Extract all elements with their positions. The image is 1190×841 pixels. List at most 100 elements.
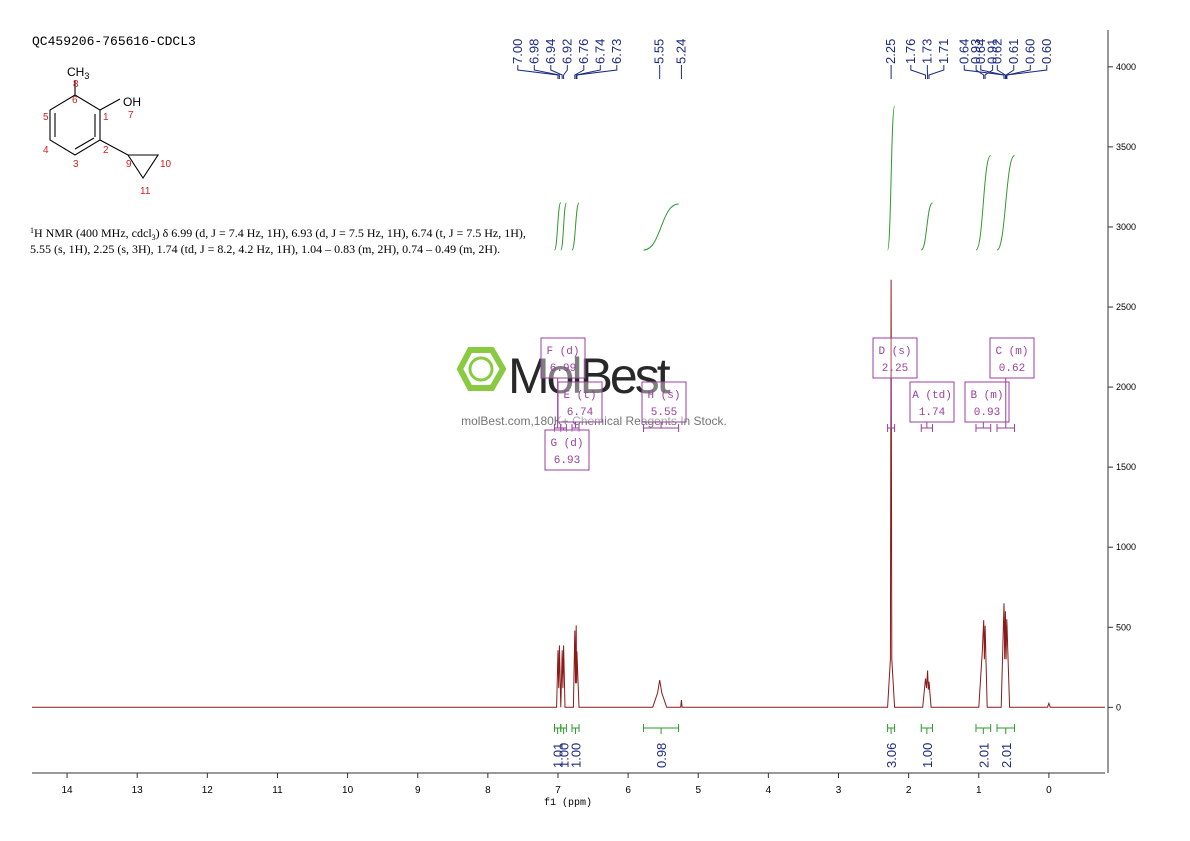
peak-leader [575,65,601,79]
integral-curve [920,202,933,251]
multiplet-shift: 6.99 [550,363,576,375]
peak-label: 6.98 [526,39,541,64]
peak-label: 5.24 [673,39,688,64]
integral-bracket [643,724,680,734]
peak-label: 1.76 [903,39,918,64]
description: 1H NMR (400 MHz, cdcl3) δ 6.99 (d, J = 7… [30,226,526,242]
multiplet-box [989,337,1035,379]
x-tick-label: 0 [1046,785,1052,796]
peak-label: 0.91 [985,39,1000,64]
multiplet-bracket [643,422,680,432]
multiplet-bracket [887,378,896,432]
peak-label: 1.71 [936,39,951,64]
multiplet-bracket [560,424,567,432]
integral-label: 1.00 [557,743,572,768]
x-tick-label: 3 [836,785,842,796]
y-tick-label: 500 [1116,622,1131,632]
spectrum [32,279,1105,708]
brand: MolBest [508,348,671,404]
peak-label: 0.93 [968,39,983,64]
peak-label: 0.64 [956,39,971,64]
multiplet-label: E (t) [563,390,596,402]
peak-label: 5.55 [652,39,667,64]
peak-label: 0.60 [1039,39,1054,64]
x-tick-label: 10 [342,785,354,796]
atom-number: 1 [103,112,109,123]
y-tick-label: 3500 [1116,142,1136,152]
peak-label: 2.25 [883,39,898,64]
peak-leader [563,65,568,79]
multiplet-box [964,381,1010,423]
multiplet-shift: 6.74 [567,407,594,419]
integral-bracket [920,724,933,734]
multiplet-box [641,381,687,423]
peak-leader [533,65,560,79]
y-tick-label: 1500 [1116,462,1136,472]
peak-label: 1.73 [919,39,934,64]
multiplet-bracket [571,422,580,432]
peak-leader [1006,65,1048,79]
integral-curve [996,155,1016,251]
y-tick-label: 3000 [1116,222,1136,232]
peak-leader [975,65,985,79]
integral-label: 1.01 [551,743,566,768]
peak-leader [984,65,994,79]
integral-bracket [996,724,1016,734]
integral-curve [560,202,567,251]
x-axis-label: f1 (ppm) [544,797,592,809]
atom-number: 10 [160,159,172,170]
integral-label: 2.01 [999,743,1014,768]
hydroxyl-label: OH [123,95,141,109]
peak-label: 0.62 [989,39,1004,64]
x-tick-label: 4 [766,785,772,796]
multiplet-bracket [975,422,992,432]
peak-leader [576,65,618,79]
integral-bracket [560,724,567,734]
integral-curve [887,105,896,251]
peak-leader [550,65,563,79]
x-tick-label: 2 [906,785,912,796]
x-tick-label: 5 [695,785,701,796]
multiplet-label: F (d) [546,346,579,358]
peak-leader [928,65,945,79]
multiplet-shift: 5.55 [651,407,677,419]
atom-number: 11 [140,186,151,197]
bonds [49,80,160,180]
x-tick-label: 1 [976,785,982,796]
peak-label: 6.92 [559,39,574,64]
atom-number: 4 [43,145,49,156]
peak-label: 6.73 [609,39,624,64]
y-tick-label: 1000 [1116,542,1136,552]
atom-number: 6 [72,95,78,106]
integral-label: 1.00 [569,743,584,768]
integral-label: 0.98 [654,743,669,768]
multiplet-label: A (td) [912,390,952,402]
atom-number: 8 [73,79,79,90]
peak-leader [910,65,926,79]
x-tick-label: 7 [555,785,561,796]
integral-bracket [887,724,896,734]
molecule: CH3 OH 1 2 3 4 5 6 7 8 9 10 11 [43,65,172,197]
y-tick-label: 2000 [1116,382,1136,392]
multiplet-box [872,337,918,379]
multiplet-box [557,381,603,423]
x-tick-label: 11 [272,785,283,796]
watermark: MolBest molBest.com,180K+ Chemical Reage… [456,347,727,428]
atom-number: 7 [128,110,134,121]
multiplet-box [540,337,586,379]
x-tick-label: 13 [132,785,144,796]
atom-number: 5 [43,112,49,123]
integral-label: 1.00 [920,743,935,768]
multiplet-label: H (s) [647,390,680,402]
multiplet-bracket [920,422,933,432]
integral-label: 2.01 [976,743,991,768]
atom-number: 9 [126,159,132,170]
multiplet-shift: 0.62 [999,363,1025,375]
integral-bracket [553,724,562,734]
logo [468,356,494,382]
x-tick-label: 8 [485,785,491,796]
tagline: molBest.com,180K+ Chemical Reagents In S… [461,414,727,428]
multiplet-shift: 1.74 [919,407,946,419]
y-tick-label: 4000 [1116,62,1136,72]
